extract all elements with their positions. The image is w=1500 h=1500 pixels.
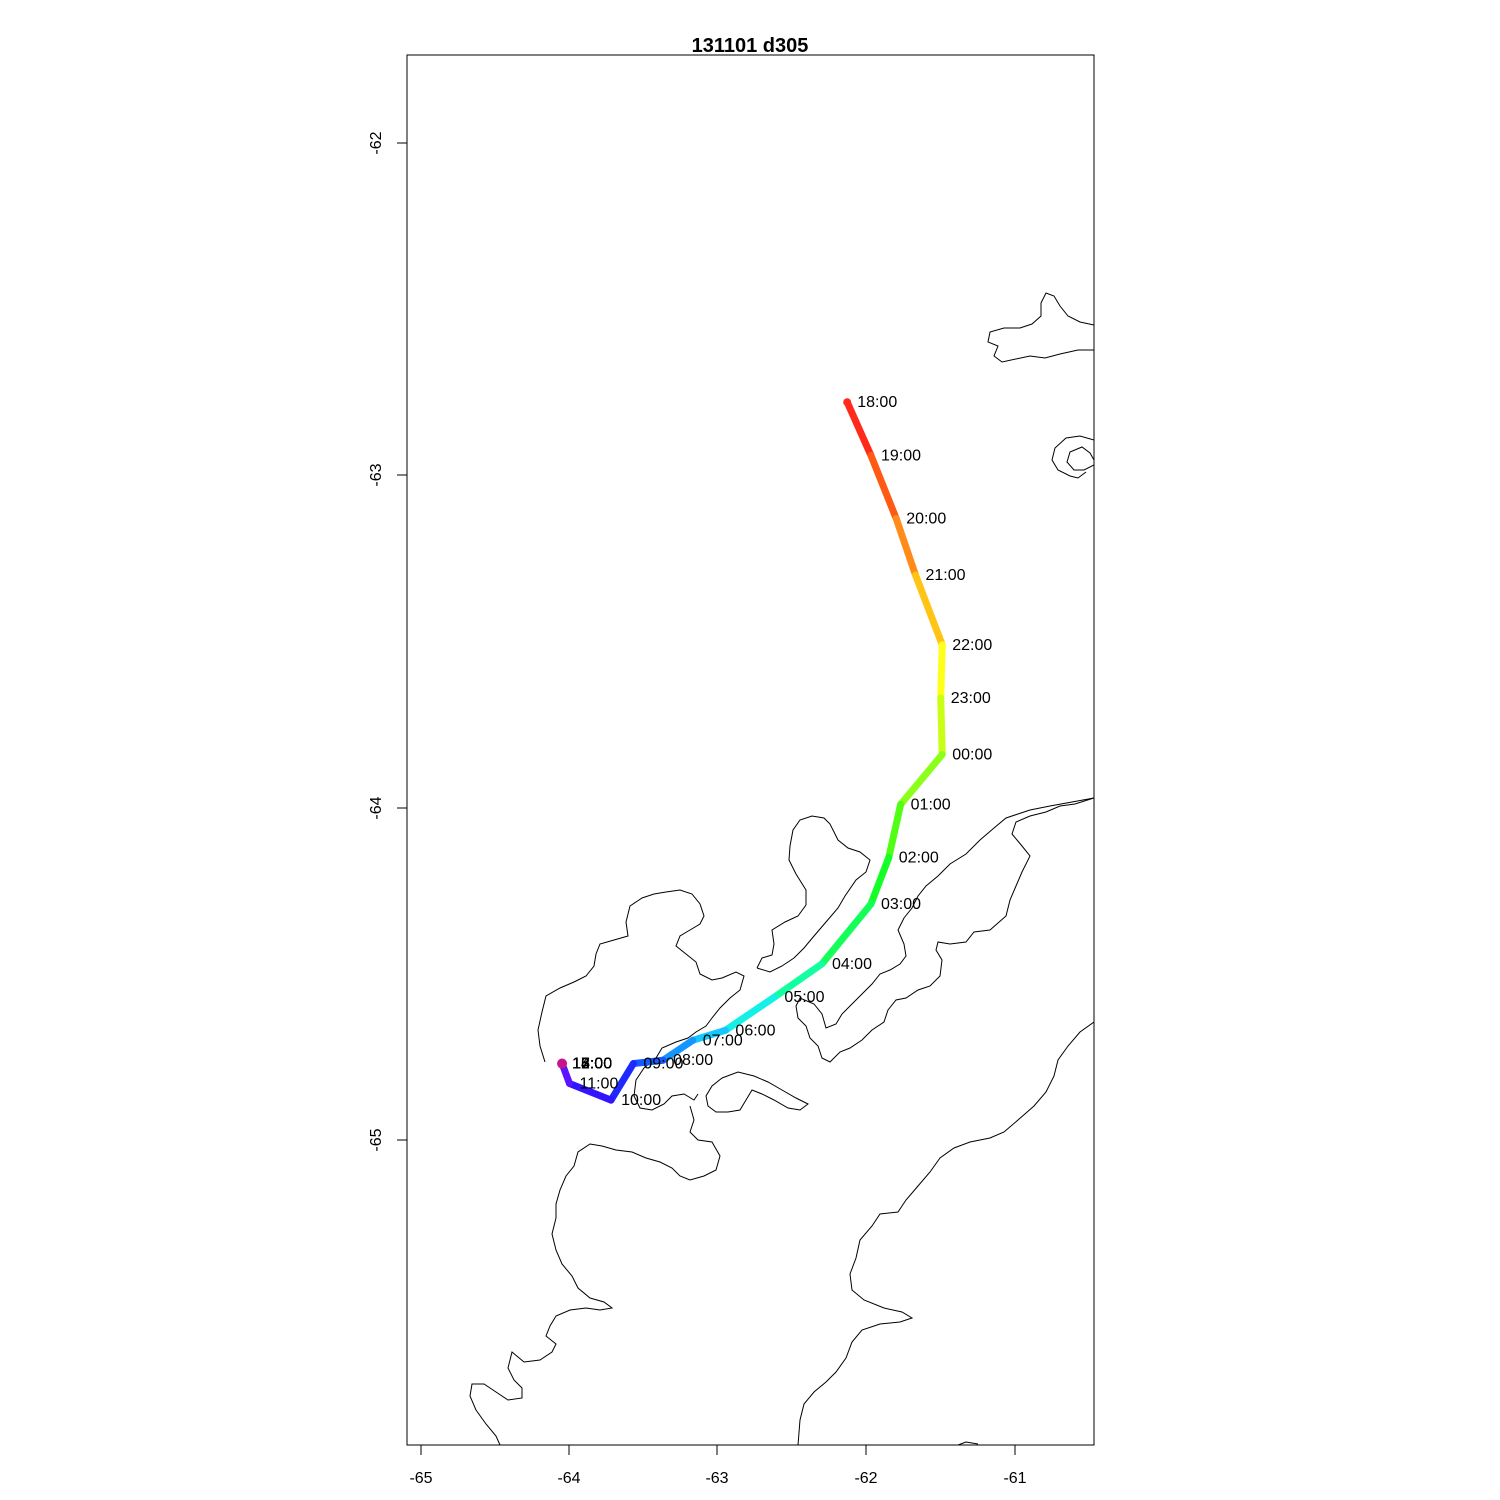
drift-track bbox=[557, 398, 946, 1104]
y-axis: -62 -63 -64 -65 bbox=[368, 131, 408, 1152]
x-tick-label: -64 bbox=[557, 1470, 580, 1487]
track-segment bbox=[912, 571, 946, 649]
coastline-east-mainland bbox=[795, 797, 1094, 1063]
time-label: 22:00 bbox=[952, 637, 992, 654]
time-label: 19:00 bbox=[881, 447, 921, 464]
track-segment bbox=[770, 960, 826, 1001]
time-label: 18:00 bbox=[857, 394, 897, 411]
track-segment bbox=[937, 641, 946, 702]
coastline-small-islet bbox=[957, 1441, 979, 1445]
track-segment bbox=[689, 1026, 729, 1044]
time-label: 17:00 bbox=[572, 1056, 612, 1073]
coastline-central-island bbox=[756, 815, 871, 973]
coastline-southeast-mainland bbox=[797, 1021, 1094, 1445]
coastline-small-island bbox=[705, 1071, 809, 1113]
track-segment bbox=[818, 900, 875, 968]
time-label: 20:00 bbox=[906, 511, 946, 528]
track-segment bbox=[885, 800, 905, 862]
track-segment bbox=[566, 1079, 615, 1104]
time-label: 13:00 bbox=[572, 1056, 612, 1073]
time-label: 05:00 bbox=[784, 989, 824, 1006]
track-segment bbox=[897, 750, 946, 808]
track-end-point bbox=[557, 1058, 568, 1069]
track-segment bbox=[892, 515, 920, 579]
coastline-hook-island bbox=[1051, 435, 1094, 479]
track-segment bbox=[867, 854, 893, 908]
track-segment bbox=[607, 1060, 637, 1104]
time-label: 16:00 bbox=[572, 1056, 612, 1073]
time-label: 09:00 bbox=[643, 1056, 683, 1073]
track-segment bbox=[867, 451, 900, 523]
time-label: 15:00 bbox=[572, 1056, 612, 1073]
track-start-point bbox=[843, 398, 852, 407]
coastlines bbox=[469, 292, 1094, 1445]
time-label: 03:00 bbox=[881, 896, 921, 913]
time-label: 02:00 bbox=[899, 850, 939, 867]
x-axis: -65 -64 -63 -62 -61 bbox=[409, 1444, 1027, 1487]
time-label: 04:00 bbox=[832, 956, 872, 973]
time-label: 11:00 bbox=[580, 1075, 619, 1092]
track-segment bbox=[629, 1056, 667, 1068]
track-segment bbox=[843, 398, 875, 459]
time-labels: 18:00 19:00 20:00 21:00 22:00 23:00 00:00 01:00… bbox=[572, 394, 992, 1109]
time-label: 07:00 bbox=[703, 1032, 743, 1049]
x-tick-label: -65 bbox=[409, 1470, 432, 1487]
y-tick-label: -62 bbox=[368, 131, 385, 154]
y-tick-label: -64 bbox=[368, 796, 385, 819]
coastline-south-mainland bbox=[469, 1105, 721, 1445]
time-label: 21:00 bbox=[926, 567, 966, 584]
chart-title: 131101 d305 bbox=[692, 35, 809, 57]
time-label: 08:00 bbox=[673, 1052, 713, 1069]
time-label: 10:00 bbox=[621, 1092, 661, 1109]
track-segment bbox=[721, 993, 778, 1034]
coastline-ne-island bbox=[987, 292, 1094, 363]
coastline-west-island bbox=[537, 889, 745, 1111]
y-tick-label: -63 bbox=[368, 463, 385, 486]
time-label: 00:00 bbox=[952, 746, 992, 763]
time-label: 14:00 bbox=[572, 1056, 612, 1073]
time-label: 23:00 bbox=[951, 690, 991, 707]
x-tick-label: -62 bbox=[854, 1470, 877, 1487]
x-tick-label: -61 bbox=[1003, 1470, 1026, 1487]
track-segment bbox=[659, 1036, 697, 1064]
time-label: 06:00 bbox=[735, 1022, 775, 1039]
time-label: 12:00 bbox=[572, 1056, 612, 1073]
time-label: 01:00 bbox=[911, 796, 951, 813]
y-tick-label: -65 bbox=[368, 1128, 385, 1151]
x-tick-label: -63 bbox=[705, 1470, 728, 1487]
track-segment bbox=[937, 694, 946, 758]
